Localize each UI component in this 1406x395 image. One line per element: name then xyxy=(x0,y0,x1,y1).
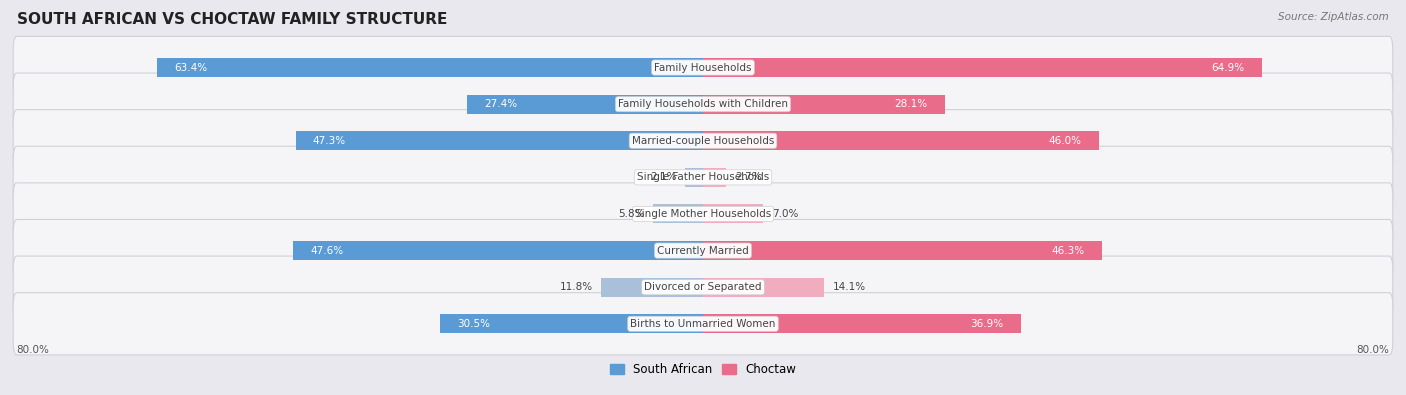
Bar xyxy=(703,131,1099,150)
Text: 80.0%: 80.0% xyxy=(1357,345,1389,355)
Bar xyxy=(703,95,945,114)
Text: 46.3%: 46.3% xyxy=(1052,246,1084,256)
Text: 28.1%: 28.1% xyxy=(894,99,928,109)
Text: Family Households with Children: Family Households with Children xyxy=(619,99,787,109)
Bar xyxy=(703,314,1021,333)
Text: 2.7%: 2.7% xyxy=(735,172,762,182)
Text: 47.3%: 47.3% xyxy=(314,136,346,146)
Text: 63.4%: 63.4% xyxy=(174,62,207,73)
Bar xyxy=(157,58,703,77)
Bar xyxy=(652,205,703,224)
Text: 11.8%: 11.8% xyxy=(560,282,593,292)
Text: 2.1%: 2.1% xyxy=(650,172,676,182)
Text: Family Households: Family Households xyxy=(654,62,752,73)
Bar xyxy=(295,131,703,150)
FancyBboxPatch shape xyxy=(13,256,1393,318)
Text: 14.1%: 14.1% xyxy=(832,282,866,292)
FancyBboxPatch shape xyxy=(13,293,1393,355)
Text: SOUTH AFRICAN VS CHOCTAW FAMILY STRUCTURE: SOUTH AFRICAN VS CHOCTAW FAMILY STRUCTUR… xyxy=(17,12,447,27)
Bar xyxy=(467,95,703,114)
Bar xyxy=(703,241,1102,260)
Text: Single Father Households: Single Father Households xyxy=(637,172,769,182)
Bar xyxy=(703,278,824,297)
Text: 47.6%: 47.6% xyxy=(311,246,343,256)
FancyBboxPatch shape xyxy=(13,183,1393,245)
Bar xyxy=(685,168,703,187)
Text: 36.9%: 36.9% xyxy=(970,319,1004,329)
Text: 27.4%: 27.4% xyxy=(484,99,517,109)
Bar xyxy=(703,168,727,187)
FancyBboxPatch shape xyxy=(13,110,1393,172)
Text: 80.0%: 80.0% xyxy=(17,345,49,355)
Text: 30.5%: 30.5% xyxy=(457,319,491,329)
Text: 46.0%: 46.0% xyxy=(1049,136,1083,146)
Text: Married-couple Households: Married-couple Households xyxy=(631,136,775,146)
Bar xyxy=(703,205,763,224)
Bar xyxy=(292,241,703,260)
Text: Source: ZipAtlas.com: Source: ZipAtlas.com xyxy=(1278,12,1389,22)
FancyBboxPatch shape xyxy=(13,220,1393,282)
Bar xyxy=(602,278,703,297)
FancyBboxPatch shape xyxy=(13,73,1393,135)
Text: Births to Unmarried Women: Births to Unmarried Women xyxy=(630,319,776,329)
Text: 7.0%: 7.0% xyxy=(772,209,799,219)
Text: 64.9%: 64.9% xyxy=(1212,62,1244,73)
Bar xyxy=(703,58,1263,77)
Text: 5.8%: 5.8% xyxy=(619,209,644,219)
Bar xyxy=(440,314,703,333)
FancyBboxPatch shape xyxy=(13,36,1393,99)
Text: Divorced or Separated: Divorced or Separated xyxy=(644,282,762,292)
Legend: South African, Choctaw: South African, Choctaw xyxy=(605,358,801,381)
Text: Single Mother Households: Single Mother Households xyxy=(636,209,770,219)
Text: Currently Married: Currently Married xyxy=(657,246,749,256)
FancyBboxPatch shape xyxy=(13,146,1393,209)
